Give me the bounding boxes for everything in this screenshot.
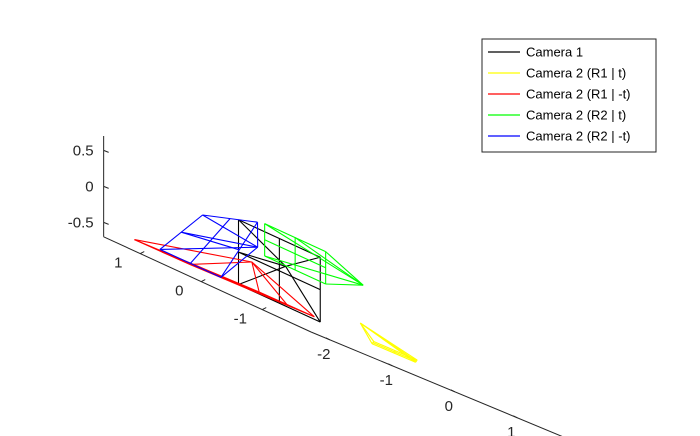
frustum-axis: [294, 237, 364, 286]
frustum-edge: [159, 246, 258, 250]
frustum-edge: [134, 239, 252, 263]
x-tick-label: 0: [445, 398, 453, 415]
x-tick-mark: [513, 415, 518, 419]
x-tick-mark: [388, 363, 393, 367]
camera-series-5: [159, 214, 259, 278]
legend-entry: Camera 1: [526, 45, 583, 60]
y-axis-line: [103, 236, 312, 333]
frustum-axis: [360, 322, 417, 362]
x-axis-line: [310, 331, 563, 436]
frustum-cross: [264, 239, 326, 269]
x-tick-label: -1: [380, 372, 393, 389]
x-tick-label: 1: [507, 424, 515, 436]
frustum-edge: [359, 322, 373, 344]
axes: -2 -1 0 1 -1 0 1 -0.5 0 0.5: [68, 136, 563, 436]
x-tick-mark: [450, 389, 456, 393]
y-tick-label: 1: [114, 255, 122, 272]
frustum-edge: [285, 256, 321, 267]
legend-entry: Camera 2 (R1 | t): [526, 66, 626, 81]
camera-frustums: [134, 214, 418, 363]
legend-entry: Camera 2 (R2 | -t): [526, 129, 631, 144]
y-tick-label: -1: [234, 311, 247, 328]
legend-box: [481, 38, 657, 153]
camera-series-3: [134, 239, 315, 318]
y-tick-label: 0: [175, 283, 183, 300]
frustum-edge: [251, 261, 260, 293]
frustum-edge: [251, 261, 315, 318]
frustum-cross: [196, 265, 253, 292]
frustum-edge: [220, 246, 258, 278]
y-tick-mark: [201, 279, 206, 283]
x-tick-label: -2: [317, 346, 330, 363]
camera-series-4: [264, 223, 364, 286]
z-tick-label: 0: [85, 178, 93, 195]
frustum-cross: [189, 218, 231, 264]
frustum-axis: [181, 231, 258, 248]
frustum-edge: [285, 266, 321, 323]
frustum-edge: [189, 261, 252, 265]
frustum-edge: [264, 255, 364, 286]
z-tick-mark: [103, 221, 109, 225]
camera-series-2: [359, 322, 418, 363]
frustum-axis: [251, 261, 288, 305]
x-tick-mark: [325, 337, 331, 341]
legend: Camera 1 Camera 2 (R1 | t) Camera 2 (R1 | …: [481, 38, 657, 153]
frustum-edge: [264, 223, 364, 286]
frustum-edge: [325, 251, 364, 286]
legend-entry: Camera 2 (R2 | t): [526, 108, 626, 123]
frustum-edge: [325, 283, 364, 286]
z-tick-label: -0.5: [68, 214, 94, 231]
frustum-axis: [238, 251, 286, 267]
frustum-edge: [202, 214, 258, 248]
z-tick-label: 0.5: [73, 142, 94, 159]
frustum-edge: [238, 265, 286, 286]
legend-entry: Camera 2 (R1 | -t): [526, 87, 631, 102]
frustum-cross: [393, 350, 396, 354]
y-tick-mark: [262, 307, 267, 311]
z-tick-mark: [103, 149, 109, 153]
z-tick-mark: [103, 185, 109, 189]
y-tick-mark: [140, 251, 145, 255]
camera-series-1: [237, 219, 321, 323]
frustum-edge: [238, 219, 287, 267]
